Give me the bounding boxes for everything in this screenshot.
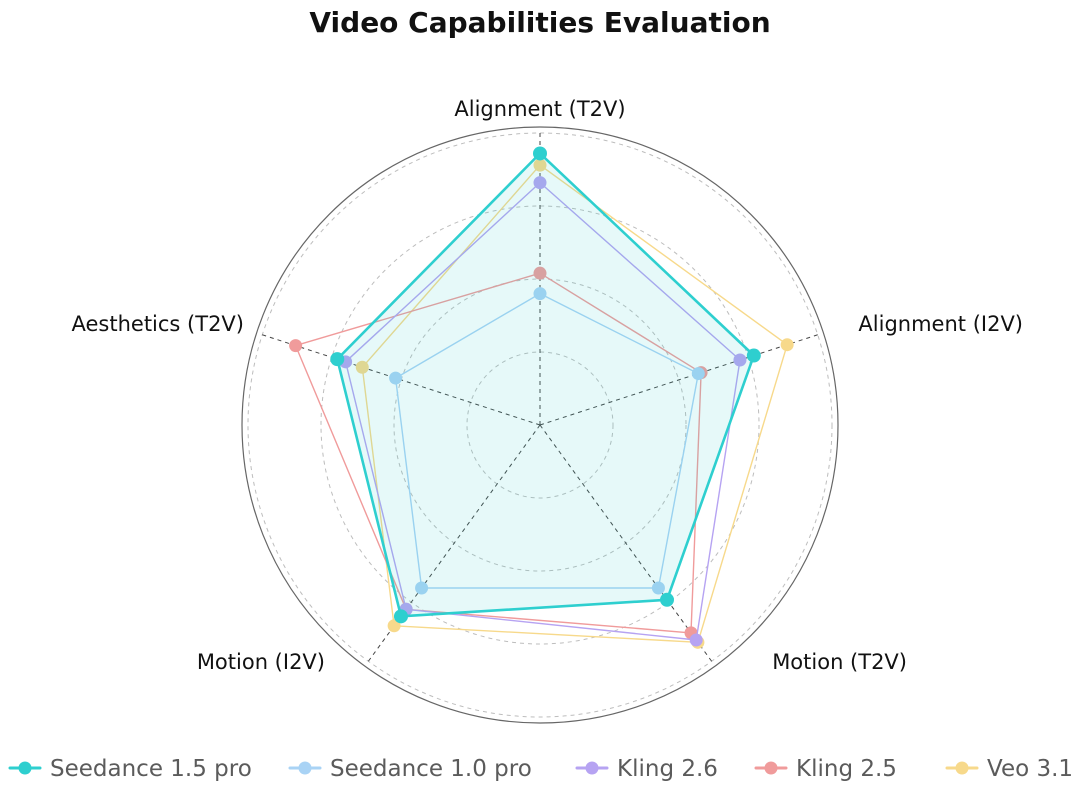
point-veo-3-1-aesthetics-t2v [355,360,369,374]
spoke-alignment-i2v [539,334,818,426]
legend-label-veo-3-1: Veo 3.1 [987,756,1073,782]
series-line-kling-2-6 [344,181,741,641]
grid-ring-2 [393,278,687,572]
axis-label-aesthetics-t2v: Aesthetics (T2V) [72,312,245,336]
series-line-veo-3-1 [361,164,788,643]
legend-marker-kling-2-5 [764,761,778,775]
legend-item-kling-2-5: Kling 2.5 [754,756,897,782]
legend-item-veo-3-1: Veo 3.1 [945,756,1073,782]
legend-label-seedance-1-5-pro: Seedance 1.5 pro [50,756,252,782]
point-seedance-1-5-pro-alignment-t2v [533,146,547,161]
grid-ring-4 [247,132,833,718]
series-seedance-1-0-pro [389,287,705,595]
legend-label-kling-2-5: Kling 2.5 [796,756,897,782]
point-veo-3-1-motion-i2v [387,619,401,633]
point-seedance-1-0-pro-motion-i2v [415,581,429,595]
point-seedance-1-0-pro-alignment-t2v [533,287,547,301]
axis-label-alignment-t2v: Alignment (T2V) [454,97,625,121]
spoke-motion-t2v [539,424,713,662]
axis-label-alignment-i2v: Alignment (I2V) [858,312,1023,336]
point-seedance-1-0-pro-aesthetics-t2v [389,371,403,385]
point-seedance-1-0-pro-motion-t2v [651,581,665,595]
point-veo-3-1-alignment-i2v [780,338,794,352]
point-kling-2-5-alignment-t2v [533,266,547,280]
point-seedance-1-5-pro-aesthetics-t2v [330,352,345,367]
series-line-seedance-1-5-pro [335,152,756,618]
series-line-seedance-1-0-pro [394,292,699,589]
legend-marker-seedance-1-5-pro [18,761,32,775]
series-line-kling-2-5 [294,272,702,634]
point-seedance-1-5-pro-motion-i2v [393,609,408,624]
point-kling-2-6-alignment-t2v [533,176,547,190]
legend-label-kling-2-6: Kling 2.6 [617,756,718,782]
point-seedance-1-5-pro-alignment-i2v [746,348,761,363]
series-kling-2-6 [339,176,747,647]
chart-title: Video Capabilities Evaluation [309,6,770,39]
outer-frame-circle [241,126,839,724]
point-kling-2-5-aesthetics-t2v [289,339,303,353]
grid-ring-3 [320,205,760,645]
legend: Seedance 1.5 pro Seedance 1.0 pro Kling 2.… [8,756,1073,782]
legend-label-seedance-1-0-pro: Seedance 1.0 pro [330,756,532,782]
legend-item-kling-2-6: Kling 2.6 [575,756,718,782]
axis-label-motion-i2v: Motion (I2V) [197,650,325,674]
legend-marker-veo-3-1 [955,761,969,775]
legend-marker-kling-2-6 [585,761,599,775]
grid-ring-1 [466,351,614,499]
point-kling-2-6-alignment-i2v [733,353,747,367]
legend-marker-seedance-1-0-pro [298,761,312,775]
point-veo-3-1-alignment-t2v [533,158,547,172]
point-kling-2-6-motion-t2v [689,633,703,647]
point-seedance-1-5-pro-motion-t2v [660,592,675,607]
axis-label-motion-t2v: Motion (T2V) [772,650,907,674]
legend-item-seedance-1-0-pro: Seedance 1.0 pro [288,756,532,782]
point-seedance-1-0-pro-alignment-i2v [691,367,705,381]
series-seedance-1-5-pro [330,146,761,624]
legend-item-seedance-1-5-pro: Seedance 1.5 pro [8,756,252,782]
